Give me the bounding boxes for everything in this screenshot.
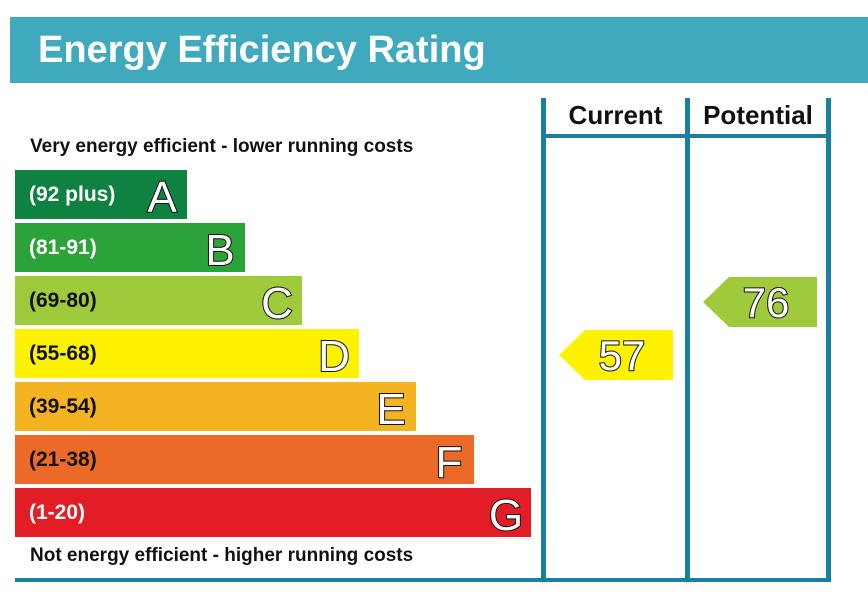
- band-g: (1-20) G: [15, 488, 531, 541]
- potential-rating-arrow-shape: [703, 277, 817, 327]
- current-rating-arrow-value: 57: [599, 332, 646, 379]
- band-c: (69-80) C: [15, 276, 302, 329]
- band-range-label: (39-54): [29, 395, 97, 418]
- band-d: (55-68) D: [15, 329, 359, 382]
- band-range-label: (55-68): [29, 342, 97, 365]
- band-b: (81-91) B: [15, 223, 245, 276]
- band-range-label: (21-38): [29, 448, 97, 471]
- current-rating-arrow: 57: [559, 330, 673, 380]
- band-range-label: (1-20): [29, 501, 86, 524]
- band-letter-text: D: [318, 332, 350, 381]
- frame-rule-bottom: [15, 578, 831, 582]
- frame-rule-middle: [685, 98, 690, 582]
- frame-rule-left: [541, 98, 546, 582]
- band-letter: E: [375, 384, 406, 435]
- band-a: (92 plus) A: [15, 170, 187, 223]
- band-letter: G: [488, 490, 524, 541]
- band-letter: F: [435, 437, 464, 488]
- potential-rating-arrow-value: 76: [743, 279, 790, 326]
- band-letter: A: [146, 172, 178, 223]
- band-letter-text: A: [147, 173, 177, 222]
- frame-rule-under-headers: [541, 134, 831, 138]
- band-letter-text: E: [376, 385, 405, 434]
- current-column-header: Current: [568, 100, 663, 130]
- potential-column-header: Potential: [703, 100, 813, 130]
- band-letter: C: [260, 278, 294, 329]
- bottom-note: Not energy efficient - higher running co…: [30, 545, 414, 566]
- title-banner: Energy Efficiency Rating: [10, 17, 868, 83]
- band-range-label: (81-91): [29, 236, 97, 259]
- band-f: (21-38) F: [15, 435, 474, 488]
- frame-rule-right: [826, 98, 831, 582]
- band-letter-text: G: [489, 491, 523, 540]
- current-rating-arrow-shape: [559, 330, 673, 380]
- band-letter-text: B: [205, 226, 234, 275]
- band-range-label: (92 plus): [29, 183, 116, 206]
- potential-rating-arrow: 76: [703, 277, 817, 327]
- band-e: (39-54) E: [15, 382, 416, 435]
- band-letter: D: [317, 331, 351, 382]
- band-range-label: (69-80): [29, 289, 97, 312]
- band-letter: B: [204, 225, 235, 276]
- top-note: Very energy efficient - lower running co…: [30, 136, 414, 157]
- chart-title: Energy Efficiency Rating: [38, 29, 486, 71]
- band-letter-text: F: [436, 438, 463, 487]
- band-letter-text: C: [261, 279, 293, 328]
